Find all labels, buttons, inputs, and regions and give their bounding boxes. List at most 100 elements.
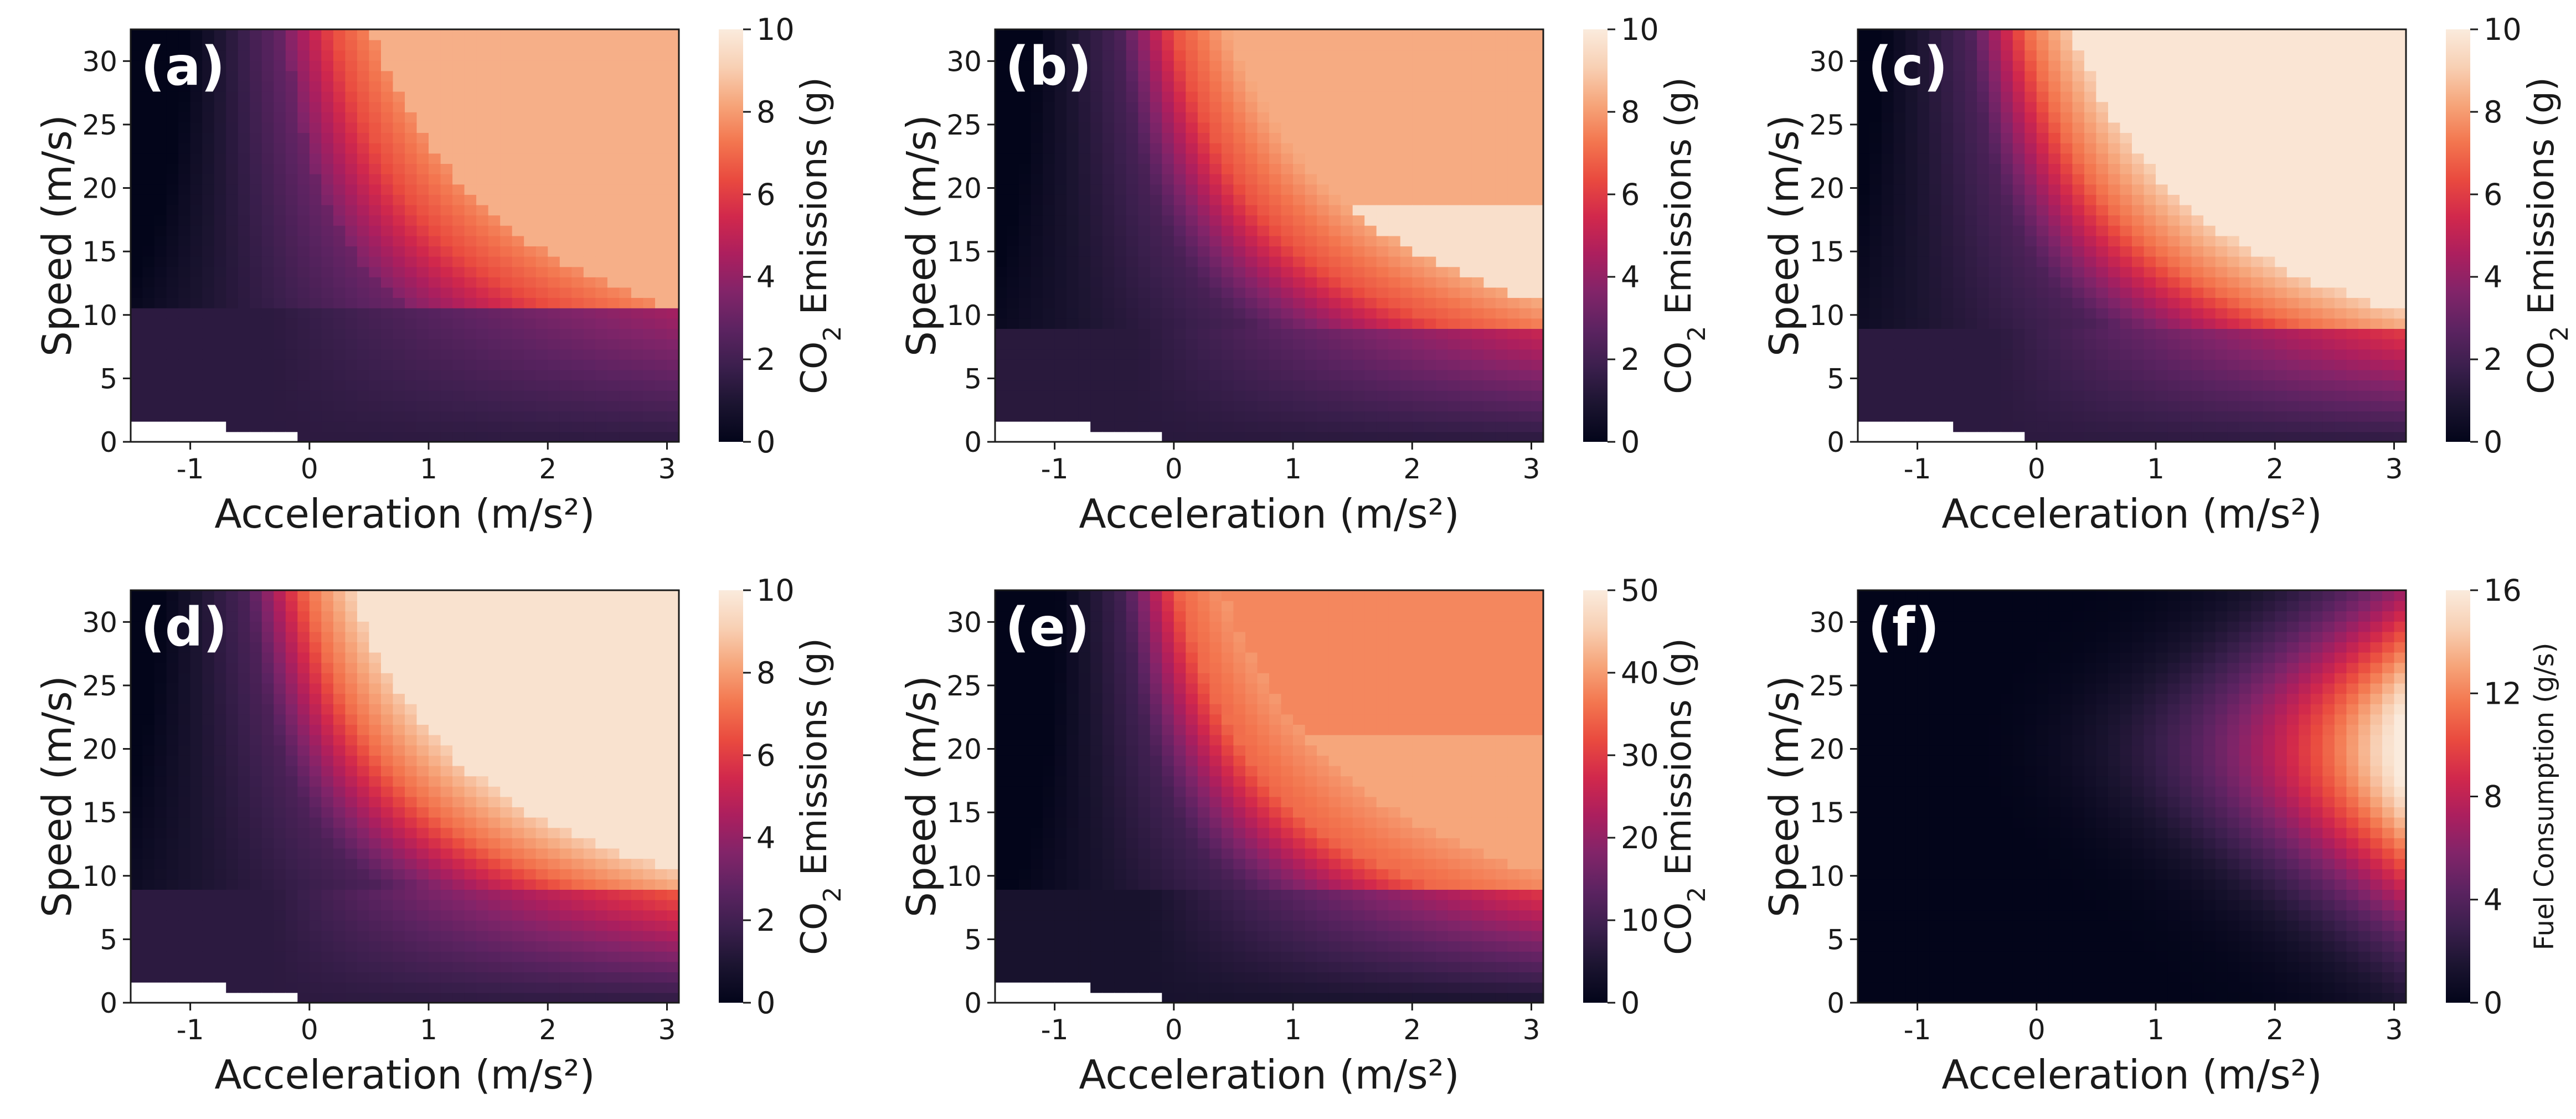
heatmap-cell bbox=[559, 70, 573, 81]
heatmap-cell bbox=[405, 246, 418, 257]
heatmap-cell bbox=[2144, 411, 2156, 422]
heatmap-cell bbox=[631, 122, 644, 133]
heatmap-cell bbox=[595, 39, 608, 51]
heatmap-cell bbox=[1162, 122, 1174, 133]
heatmap-cell bbox=[1186, 142, 1198, 154]
heatmap-cell bbox=[1858, 246, 1871, 257]
heatmap-cell bbox=[452, 184, 465, 195]
heatmap-cell bbox=[178, 215, 191, 226]
heatmap-cell bbox=[1519, 431, 1532, 442]
heatmap-cell bbox=[333, 70, 346, 81]
heatmap-cell bbox=[131, 153, 143, 164]
heatmap-cell bbox=[1495, 70, 1508, 81]
heatmap-cell bbox=[297, 39, 310, 51]
heatmap-cell bbox=[1507, 153, 1520, 164]
heatmap-cell bbox=[1376, 349, 1389, 360]
heatmap-cell bbox=[2180, 277, 2192, 288]
heatmap-cell bbox=[1929, 112, 1942, 123]
heatmap-cell bbox=[1328, 101, 1341, 112]
heatmap-cell bbox=[333, 112, 346, 123]
heatmap-cell bbox=[1483, 122, 1496, 133]
heatmap-cell bbox=[1905, 81, 1918, 92]
heatmap-cell bbox=[1388, 287, 1401, 298]
heatmap-cell bbox=[166, 235, 179, 246]
heatmap-cell bbox=[583, 194, 596, 205]
heatmap-cell bbox=[2215, 338, 2228, 350]
heatmap-cell bbox=[333, 338, 346, 350]
heatmap-cell bbox=[321, 246, 334, 257]
heatmap-cell bbox=[1031, 29, 1043, 40]
heatmap-cell bbox=[285, 287, 298, 298]
heatmap-cell bbox=[1977, 163, 1990, 174]
heatmap-cell bbox=[190, 50, 203, 61]
heatmap-cell bbox=[2167, 235, 2180, 246]
heatmap-cell bbox=[1233, 307, 1246, 319]
heatmap-cell bbox=[1173, 235, 1187, 246]
heatmap-cell bbox=[1965, 50, 1978, 61]
heatmap-cell bbox=[2012, 101, 2026, 112]
heatmap-cell bbox=[2048, 29, 2061, 40]
heatmap-cell bbox=[238, 421, 251, 432]
heatmap-cell bbox=[667, 101, 679, 112]
heatmap-cell bbox=[2191, 266, 2204, 277]
heatmap-cell bbox=[1114, 173, 1127, 185]
heatmap-cell bbox=[1412, 163, 1425, 174]
heatmap-cell bbox=[416, 297, 429, 308]
heatmap-cell bbox=[1233, 122, 1246, 133]
heatmap-cell bbox=[369, 50, 382, 61]
heatmap-cell bbox=[1376, 225, 1389, 236]
heatmap-cell bbox=[1090, 338, 1103, 350]
heatmap-cell bbox=[2060, 328, 2073, 339]
heatmap-cell bbox=[1882, 421, 1894, 432]
heatmap-cell bbox=[1869, 215, 1882, 226]
heatmap-cell bbox=[1953, 60, 1966, 71]
y-tick-label: 15 bbox=[946, 236, 982, 268]
heatmap-cell bbox=[1197, 328, 1210, 339]
heatmap-cell bbox=[274, 359, 286, 370]
heatmap-cell bbox=[1495, 411, 1508, 422]
heatmap-cell bbox=[309, 122, 322, 133]
heatmap-cell bbox=[2036, 390, 2049, 401]
heatmap-cell bbox=[1905, 307, 1918, 319]
heatmap-cell bbox=[416, 50, 429, 61]
heatmap-cell bbox=[2191, 400, 2204, 411]
heatmap-cell bbox=[333, 163, 346, 174]
heatmap-cell bbox=[1341, 307, 1353, 319]
heatmap-cell bbox=[190, 349, 203, 360]
heatmap-cell bbox=[1067, 153, 1079, 164]
heatmap-cell bbox=[2001, 411, 2013, 422]
heatmap-cell bbox=[1102, 328, 1115, 339]
heatmap-cell bbox=[1412, 29, 1425, 40]
heatmap-cell bbox=[631, 246, 644, 257]
heatmap-cell bbox=[559, 235, 573, 246]
heatmap-cell bbox=[1447, 194, 1461, 205]
heatmap-cell bbox=[1031, 277, 1043, 288]
heatmap-cell bbox=[1364, 29, 1377, 40]
heatmap-cell bbox=[405, 29, 418, 40]
heatmap-cell bbox=[1067, 235, 1079, 246]
heatmap-cell bbox=[2167, 112, 2180, 123]
heatmap-cell bbox=[476, 256, 489, 267]
heatmap-cell bbox=[309, 142, 322, 154]
heatmap-cell bbox=[1233, 39, 1246, 51]
heatmap-cell bbox=[274, 431, 286, 442]
heatmap-cell bbox=[357, 380, 370, 391]
heatmap-cell bbox=[631, 101, 644, 112]
heatmap-cell bbox=[2215, 194, 2228, 205]
heatmap-cell bbox=[607, 421, 620, 432]
heatmap-cell bbox=[464, 328, 477, 339]
heatmap-cell bbox=[1293, 338, 1306, 350]
heatmap-cell bbox=[1305, 266, 1317, 277]
heatmap-cell bbox=[1436, 50, 1449, 61]
heatmap-cell bbox=[2167, 421, 2180, 432]
heatmap-cell bbox=[238, 153, 251, 164]
heatmap-cell bbox=[1281, 70, 1294, 81]
heatmap-cell bbox=[1293, 215, 1306, 226]
heatmap-cell bbox=[393, 215, 405, 226]
heatmap-cell bbox=[1138, 380, 1151, 391]
heatmap-cell bbox=[285, 142, 298, 154]
heatmap-cell bbox=[190, 153, 203, 164]
heatmap-cell bbox=[548, 318, 560, 329]
heatmap-cell bbox=[2167, 400, 2180, 411]
heatmap-cell bbox=[2060, 225, 2073, 236]
